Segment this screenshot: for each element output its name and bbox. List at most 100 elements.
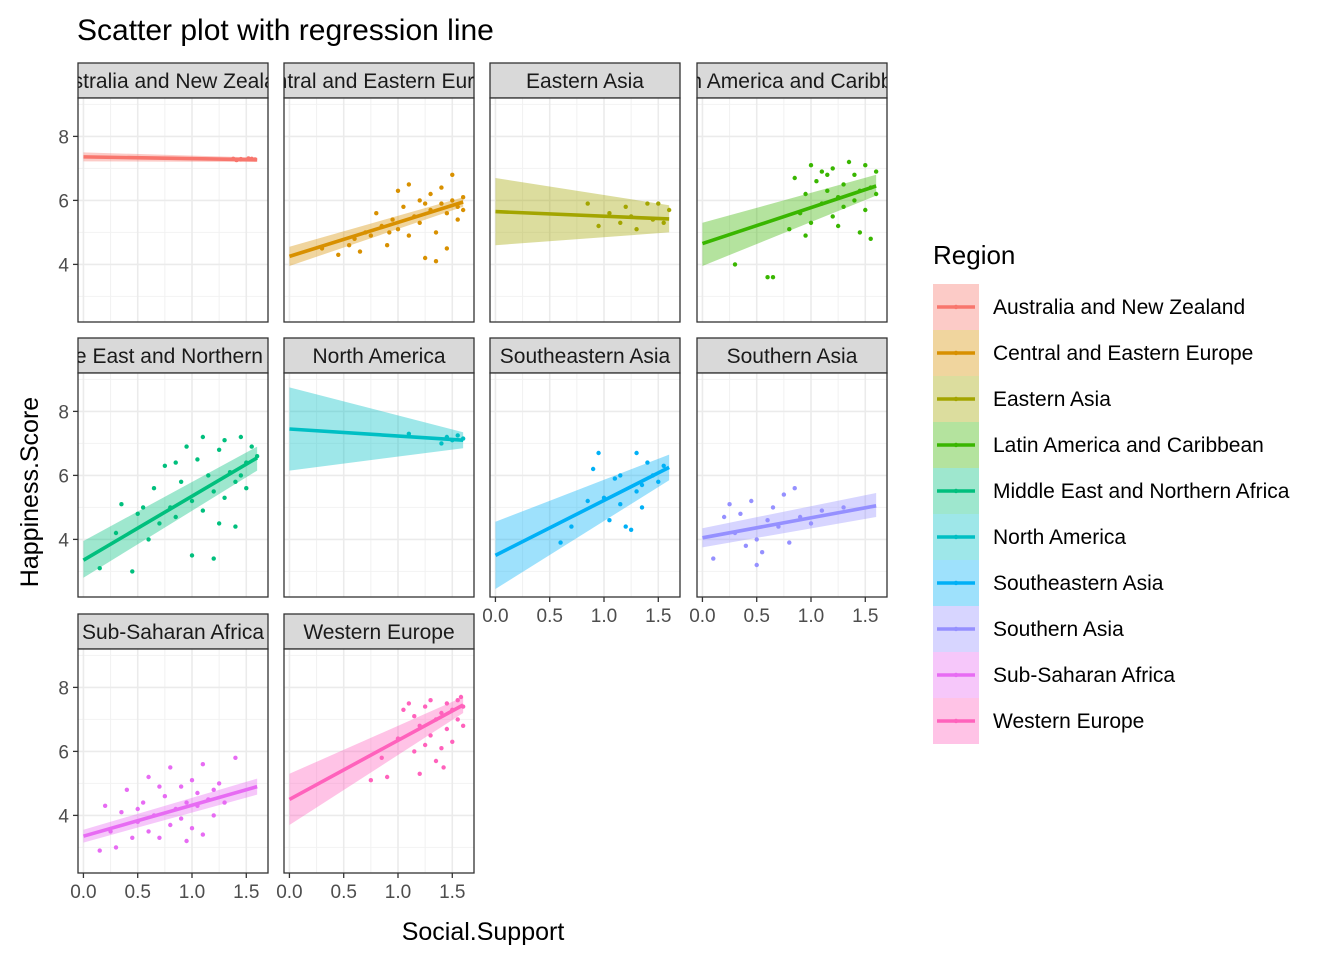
data-point <box>618 473 623 478</box>
confidence-band <box>495 178 670 246</box>
legend-label: Eastern Asia <box>993 388 1111 411</box>
legend-item-eastern-asia: Eastern Asia <box>933 376 1111 422</box>
data-point <box>422 742 428 748</box>
data-point <box>130 569 135 574</box>
data-point <box>146 537 151 542</box>
legend-label: North America <box>993 526 1126 549</box>
data-point <box>792 175 797 181</box>
facet-strip-central-and-eastern-europe <box>283 62 475 99</box>
data-point <box>819 169 825 174</box>
facet-panel-western-europe: Western Europe 0.0 0.5 1.0 1.5 <box>276 613 475 903</box>
plot-area-latin-america-and-caribbean <box>701 159 879 280</box>
data-point <box>357 249 363 254</box>
legend-label: Western Europe <box>993 710 1144 733</box>
plot-area-australia-and-new-zealand <box>83 152 258 163</box>
data-point <box>97 566 102 571</box>
data-point <box>852 198 857 203</box>
data-point <box>439 201 444 206</box>
plot-area-eastern-asia <box>495 178 672 246</box>
y-tick-label: 6 <box>58 191 69 212</box>
facet-strip-sub-saharan-africa <box>77 613 269 650</box>
data-point <box>460 195 466 200</box>
data-point <box>450 172 455 177</box>
data-point <box>368 233 374 238</box>
legend-item-sub-saharan-africa: Sub-Saharan Africa <box>933 652 1175 698</box>
data-point <box>781 492 787 497</box>
chart-title: Scatter plot with regression line <box>77 14 494 47</box>
data-point <box>749 498 754 504</box>
legend-key-point <box>953 350 959 356</box>
regression-line <box>82 456 259 562</box>
data-point <box>803 191 808 197</box>
legend-item-latin-america-and-caribbean: Latin America and Caribbean <box>933 422 1264 468</box>
data-point <box>852 172 857 177</box>
y-tick-label: 4 <box>58 255 69 276</box>
x-tick-label: 1.0 <box>179 882 205 903</box>
data-point <box>444 701 450 706</box>
panel-border <box>77 648 269 874</box>
legend-key-point <box>953 580 959 586</box>
data-point <box>422 704 428 709</box>
data-point <box>119 502 124 507</box>
plot-background <box>284 373 474 597</box>
data-point <box>607 518 612 523</box>
x-tick-label: 0.0 <box>689 606 715 627</box>
data-point <box>336 252 341 257</box>
data-point <box>450 198 455 203</box>
legend-item-central-and-eastern-europe: Central and Eastern Europe <box>933 330 1253 376</box>
x-tick-label: 1.5 <box>439 882 465 903</box>
data-point <box>162 794 168 799</box>
data-point <box>439 185 444 190</box>
data-point <box>607 211 612 216</box>
data-point <box>873 191 879 197</box>
data-point <box>157 521 162 526</box>
facet-strip-label-southeastern-asia: Southeastern Asia <box>500 345 671 368</box>
facet-panel-sub-saharan-africa: Sub-Saharan Africa 4 6 8 0.0 0.5 1.0 1.5 <box>58 613 269 903</box>
x-tick-label: 1.5 <box>852 606 878 627</box>
data-point <box>184 444 189 449</box>
facet-panel-middle-east-and-northern-africa: Middle East and Northern Africa 4 6 8 <box>58 337 269 598</box>
legend-item-north-america: North America <box>933 514 1126 560</box>
data-point <box>119 810 124 815</box>
data-point <box>102 803 108 808</box>
data-point <box>634 450 639 456</box>
data-point <box>178 784 184 789</box>
data-point <box>412 714 417 719</box>
legend-key-point <box>953 442 959 448</box>
data-point <box>661 220 666 225</box>
x-tick-label: 0.0 <box>482 606 508 627</box>
regression-line <box>494 465 670 558</box>
data-point <box>222 495 227 500</box>
y-axis-label: Happiness.Score <box>16 397 44 587</box>
data-point <box>770 505 776 510</box>
facet-strip-label-sub-saharan-africa: Sub-Saharan Africa <box>82 621 264 644</box>
data-point <box>770 275 776 280</box>
legend-label: Middle East and Northern Africa <box>993 480 1290 503</box>
data-point <box>374 211 379 216</box>
data-point <box>727 502 732 507</box>
data-point <box>433 230 439 235</box>
plot-background <box>78 649 268 873</box>
data-point <box>743 543 749 548</box>
plot-background <box>697 373 887 597</box>
data-point <box>173 514 178 520</box>
data-point <box>387 230 392 235</box>
plot-area-southeastern-asia <box>494 450 670 589</box>
data-point <box>233 479 238 484</box>
data-point <box>645 201 650 206</box>
facet-panel-north-america: North America <box>283 337 475 598</box>
plot-area-sub-saharan-africa <box>82 755 258 853</box>
data-point <box>455 217 460 222</box>
data-point <box>406 701 412 706</box>
legend-key-point <box>953 304 959 310</box>
data-point <box>441 765 446 770</box>
legend-key-point <box>953 672 959 678</box>
data-point <box>596 450 601 456</box>
data-point <box>433 259 439 264</box>
data-point <box>808 521 814 526</box>
plot-area-middle-east-and-northern-africa <box>82 434 260 578</box>
data-point <box>830 166 835 171</box>
x-tick-label: 1.0 <box>385 882 411 903</box>
data-point <box>787 227 792 232</box>
